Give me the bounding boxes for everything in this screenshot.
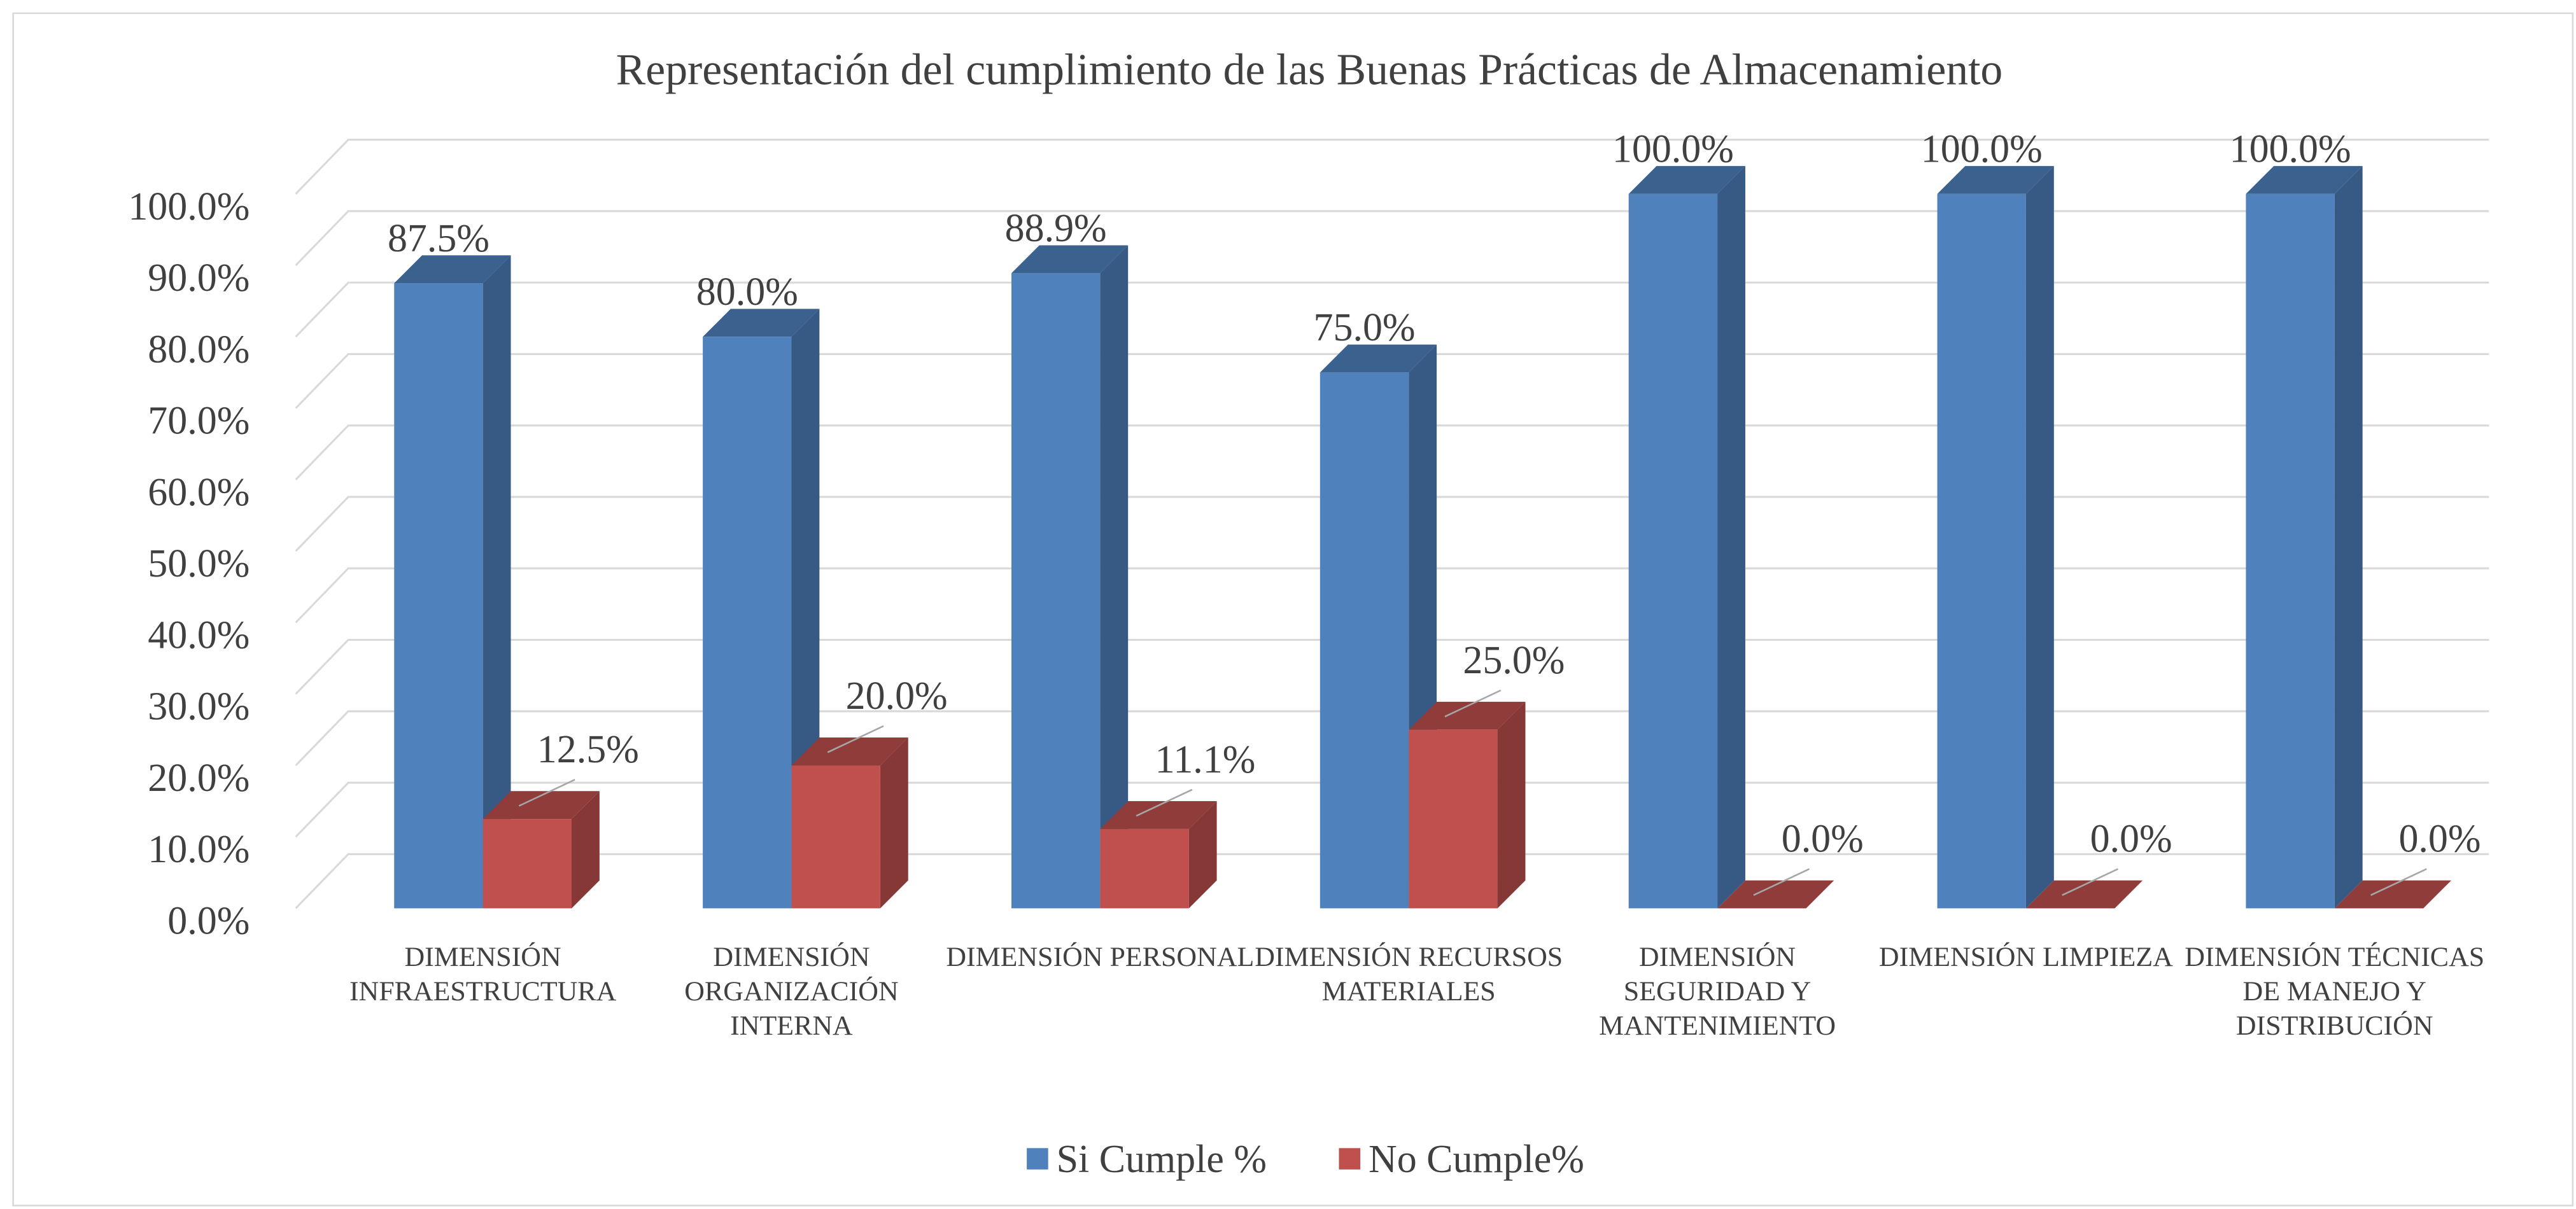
data-label: 88.9%: [1005, 207, 1107, 250]
bar-top: [791, 737, 908, 765]
legend-label: No Cumple%: [1369, 1138, 1584, 1181]
label-leader: [1444, 689, 1502, 718]
x-tick-label-box: DIMENSIÓN LIMPIEZA: [1878, 941, 2173, 973]
y-tick-label: 30.0%: [148, 685, 250, 729]
bar-side: [572, 791, 600, 909]
y-tick-label: 60.0%: [148, 471, 250, 514]
grid-line: [295, 638, 2489, 695]
data-label: 25.0%: [1463, 639, 1565, 682]
bar-side: [1497, 701, 1526, 909]
data-label: 87.5%: [388, 217, 489, 260]
bar: [2246, 193, 2335, 909]
x-tick-label-box: DIMENSIÓN PERSONAL: [946, 941, 1255, 973]
grid-line: [295, 567, 2489, 624]
bar-side: [1717, 165, 1745, 909]
y-tick-label: 0.0%: [167, 900, 250, 943]
bar-top: [482, 791, 600, 820]
bar-top: [394, 255, 511, 284]
grid-line: [295, 353, 2489, 409]
y-tick-label: 10.0%: [148, 828, 250, 871]
bar-top: [1628, 165, 1745, 194]
grid-line: [295, 853, 2489, 909]
bar-top: [1320, 344, 1437, 373]
data-label: 0.0%: [2398, 817, 2481, 860]
label-leader: [2062, 868, 2119, 897]
data-label: 0.0%: [2090, 817, 2172, 860]
y-tick-label: 40.0%: [148, 613, 250, 657]
grid-line: [295, 710, 2489, 767]
data-label: 0.0%: [1782, 817, 1864, 860]
bar: [1628, 193, 1718, 909]
bar-side: [2025, 165, 2054, 909]
bar: [1100, 828, 1189, 909]
bar-side: [880, 737, 908, 909]
x-tick-label: DIMENSIÓN INFRAESTRUCTURA: [349, 941, 617, 1007]
label-leader: [827, 725, 884, 753]
data-label: 100.0%: [2230, 127, 2351, 171]
grid-line: [295, 281, 2489, 338]
x-tick-label-box: DIMENSIÓN TÉCNICAS DE MANEJO Y DISTRIBUC…: [2185, 941, 2485, 1042]
bar: [394, 283, 483, 909]
bar-top: [2246, 165, 2363, 194]
y-tick-label: 80.0%: [148, 328, 250, 371]
chart-title: Representación del cumplimiento de las B…: [616, 45, 2002, 94]
legend-swatch: [1027, 1148, 1048, 1170]
bar: [703, 337, 792, 909]
grid-line: [295, 139, 2489, 195]
label-leader: [518, 779, 575, 807]
bar-top: [2334, 880, 2452, 909]
x-tick-label-box: DIMENSIÓN INFRAESTRUCTURA: [349, 941, 617, 1007]
legend-label: Si Cumple %: [1057, 1138, 1267, 1181]
x-tick-label: DIMENSIÓN RECURSOS MATERIALES: [1255, 941, 1563, 1007]
y-tick-label: 20.0%: [148, 757, 250, 800]
bar: [791, 765, 880, 909]
bar-side: [482, 255, 511, 909]
x-tick-label: DIMENSIÓN PERSONAL: [946, 941, 1255, 973]
y-tick-label: 90.0%: [148, 256, 250, 300]
label-leader: [1136, 788, 1193, 817]
bar: [1937, 193, 2026, 909]
label-leader: [2370, 868, 2427, 897]
bar-top: [1409, 701, 1526, 730]
y-tick-label: 50.0%: [148, 542, 250, 585]
x-tick-label: DIMENSIÓN SEGURIDAD Y MANTENIMIENTO: [1598, 941, 1836, 1042]
data-label: 11.1%: [1155, 738, 1256, 781]
x-tick-label: DIMENSIÓN TÉCNICAS DE MANEJO Y DISTRIBUC…: [2185, 941, 2485, 1042]
label-leader: [1753, 868, 1810, 897]
x-tick-label-box: DIMENSIÓN RECURSOS MATERIALES: [1255, 941, 1563, 1007]
x-tick-label: DIMENSIÓN LIMPIEZA: [1878, 941, 2173, 973]
bar: [1011, 273, 1101, 909]
bar-top: [1717, 880, 1834, 909]
y-tick-label: 100.0%: [128, 185, 250, 228]
data-label: 100.0%: [1612, 127, 1734, 171]
bar-top: [1100, 800, 1217, 829]
data-label: 12.5%: [537, 728, 639, 771]
data-label: 80.0%: [696, 270, 798, 314]
grid-line: [295, 424, 2489, 480]
y-tick-label: 70.0%: [148, 400, 250, 443]
grid-line: [295, 781, 2489, 838]
bar-side: [2334, 165, 2363, 909]
data-label: 20.0%: [846, 674, 948, 718]
bar-side: [1100, 245, 1129, 909]
grid-line: [295, 496, 2489, 552]
legend-swatch: [1339, 1148, 1361, 1170]
data-label: 100.0%: [1921, 127, 2043, 171]
bar-top: [1011, 245, 1129, 274]
bar-side: [1188, 800, 1217, 909]
x-tick-label-box: DIMENSIÓN ORGANIZACIÓN INTERNA: [684, 941, 899, 1042]
x-tick-label-box: DIMENSIÓN SEGURIDAD Y MANTENIMIENTO: [1598, 941, 1836, 1042]
bar: [1320, 372, 1409, 909]
x-tick-label: DIMENSIÓN ORGANIZACIÓN INTERNA: [684, 941, 899, 1042]
data-label: 75.0%: [1314, 306, 1416, 349]
bar-top: [2025, 880, 2143, 909]
bar: [482, 819, 572, 909]
bar-top: [703, 309, 820, 337]
bar: [1409, 729, 1498, 909]
bar-top: [1937, 165, 2054, 194]
grid-line: [295, 210, 2489, 267]
